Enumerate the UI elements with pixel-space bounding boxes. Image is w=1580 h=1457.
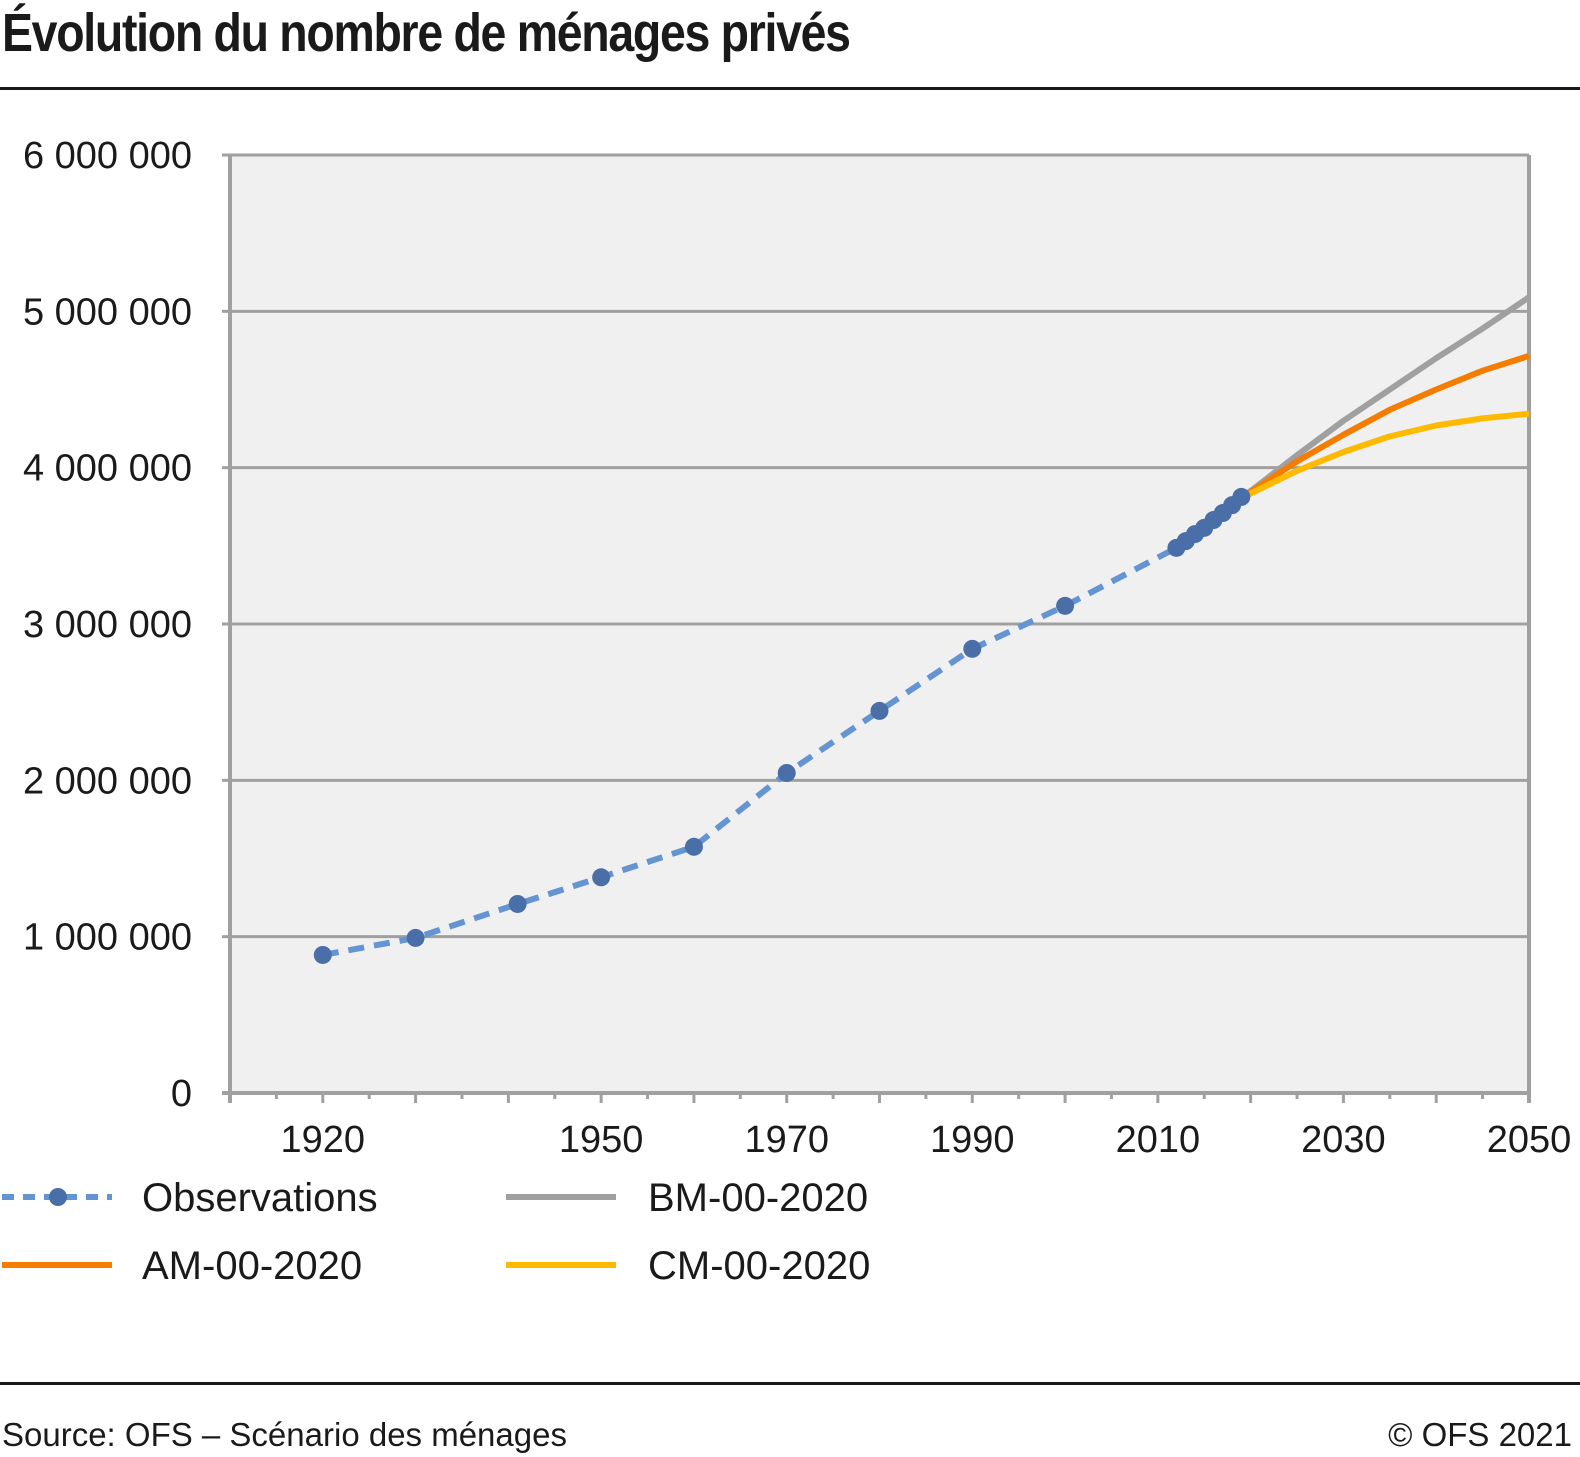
observation-point xyxy=(508,894,527,913)
series-line-cm-00-2020 xyxy=(1240,410,1530,500)
observation-point xyxy=(963,639,982,658)
observation-point xyxy=(684,837,703,856)
x-axis-labels: 1920 1950 1970 1990 2010 2030 2050 xyxy=(281,1119,1572,1161)
title-divider xyxy=(0,87,1580,90)
observation-point xyxy=(1056,596,1075,615)
x-tick-label: 1950 xyxy=(559,1119,644,1161)
legend-item-observations: Observations xyxy=(2,1176,378,1220)
legend-item-cm-00-2020: CM-00-2020 xyxy=(506,1244,870,1288)
y-tick-label: 1 000 000 xyxy=(23,917,192,959)
footer-divider xyxy=(0,1382,1580,1385)
legend-item-bm-00-2020: BM-00-2020 xyxy=(506,1176,868,1220)
x-tick-label: 2010 xyxy=(1116,1119,1201,1161)
x-tick-label: 2030 xyxy=(1301,1119,1386,1161)
legend-item-am-00-2020: AM-00-2020 xyxy=(2,1244,362,1288)
legend-label: BM-00-2020 xyxy=(648,1176,868,1220)
source-note: Source: OFS – Scénario des ménages xyxy=(2,1416,567,1453)
series-line-observations xyxy=(322,494,1244,958)
observation-markers xyxy=(313,487,1251,964)
y-tick-label: 6 000 000 xyxy=(23,135,192,177)
x-tick-label: 2050 xyxy=(1487,1119,1572,1161)
y-tick-label: 3 000 000 xyxy=(23,604,192,646)
legend-label: CM-00-2020 xyxy=(648,1244,870,1288)
chart-title: Évolution du nombre de ménages privés xyxy=(2,3,851,63)
axes xyxy=(222,153,1531,1103)
observation-point xyxy=(592,868,611,887)
observation-point xyxy=(870,701,889,720)
legend-marker xyxy=(49,1188,67,1206)
y-axis-labels: 0 1 000 000 2 000 000 3 000 000 4 000 000 5 0… xyxy=(23,135,192,1115)
y-tick-label: 4 000 000 xyxy=(23,448,192,490)
observation-point xyxy=(313,945,332,964)
y-tick-label: 0 xyxy=(171,1073,192,1115)
copyright: © OFS 2021 xyxy=(1388,1416,1572,1453)
x-tick-label: 1990 xyxy=(930,1119,1015,1161)
x-tick-label: 1920 xyxy=(281,1119,366,1161)
chart: 0 1 000 000 2 000 000 3 000 000 4 000 000 5 0… xyxy=(2,135,1572,1288)
legend-label: Observations xyxy=(142,1176,378,1220)
series-lines xyxy=(322,294,1531,958)
observation-point xyxy=(1232,487,1251,506)
x-tick-label: 1970 xyxy=(744,1119,829,1161)
observation-point xyxy=(777,763,796,782)
legend-label: AM-00-2020 xyxy=(142,1244,362,1288)
y-tick-label: 2 000 000 xyxy=(23,760,192,802)
observation-point xyxy=(406,928,425,947)
legend: Observations BM-00-2020 AM-00-2020 CM-00-20… xyxy=(2,1176,870,1288)
y-tick-label: 5 000 000 xyxy=(23,291,192,333)
